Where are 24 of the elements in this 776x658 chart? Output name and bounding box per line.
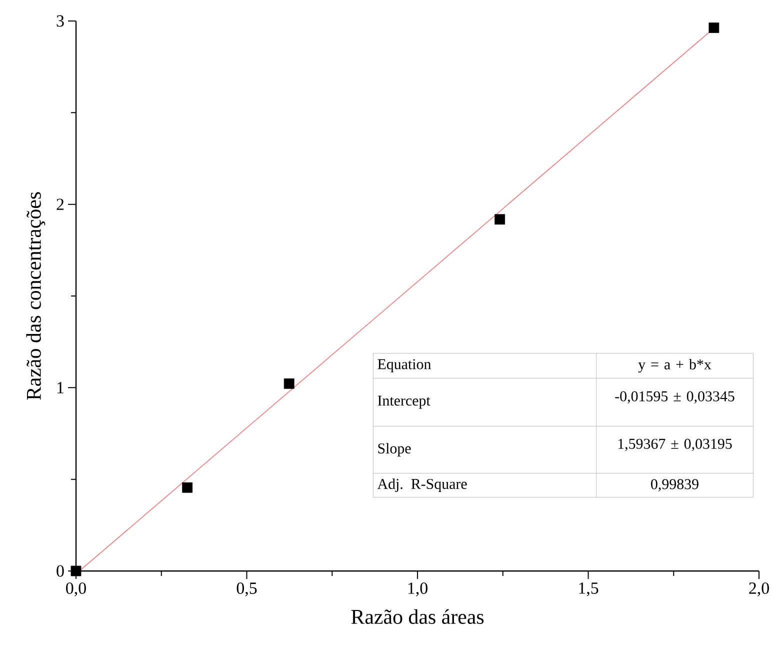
- x-tick-label: 0,0: [66, 582, 86, 596]
- x-tick-label: 1,5: [579, 582, 598, 596]
- y-tick-label: 0: [56, 565, 64, 577]
- point: [494, 214, 506, 225]
- annotation: 0,99839: [651, 479, 698, 492]
- annotation: Equation: [378, 359, 431, 372]
- x-tick-label: 0,5: [236, 582, 257, 596]
- annotation: Intercept: [378, 396, 430, 409]
- annotation: 1,59367 ± 0,03195: [618, 438, 732, 451]
- annotation: y = a + b*x: [638, 358, 712, 373]
- y-tick-label: 3: [56, 15, 64, 27]
- y-tick-label: 1: [58, 382, 64, 394]
- point: [708, 22, 720, 33]
- point: [182, 482, 193, 493]
- x-axis-title: Razão das áreas: [351, 609, 484, 624]
- y-axis-title: Razão das concentrações: [26, 192, 46, 400]
- point: [284, 378, 294, 389]
- y-tick-label: 2: [56, 198, 64, 210]
- point: [70, 566, 82, 576]
- x-tick-label: 2,0: [749, 582, 769, 596]
- x-tick-label: 1,0: [408, 582, 428, 596]
- annotation: Slope: [378, 442, 411, 457]
- annotation: -0,01595 ± 0,03345: [615, 391, 734, 404]
- annotation: Adj. R-Square: [377, 478, 467, 492]
